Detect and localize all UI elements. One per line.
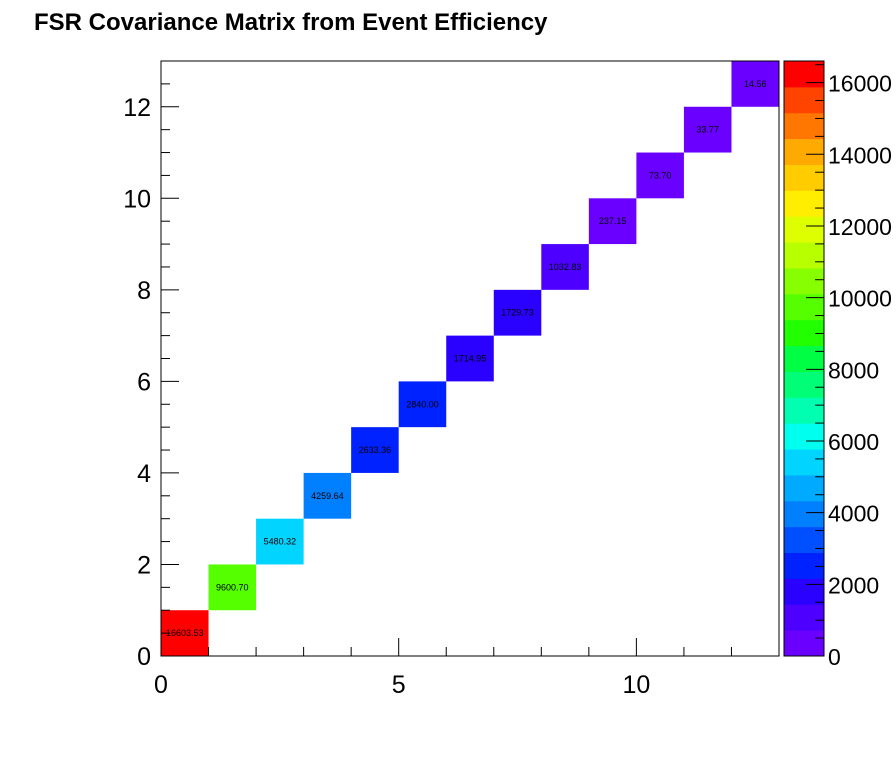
chart-title: FSR Covariance Matrix from Event Efficie… <box>34 9 548 36</box>
colorbar-segment <box>784 190 824 217</box>
colorbar-tick-label: 6000 <box>828 429 879 455</box>
x-tick-label: 5 <box>392 671 406 699</box>
cell-value-label: 16603.53 <box>166 628 204 638</box>
y-tick-label: 10 <box>123 185 151 213</box>
colorbar-segment <box>784 319 824 347</box>
y-tick-label: 8 <box>137 277 151 305</box>
cell-value-label: 1714.95 <box>454 354 487 364</box>
cell-value-label: 5480.32 <box>264 537 297 547</box>
colorbar-tick-label: 12000 <box>828 214 892 240</box>
cell-value-label: 237.15 <box>599 216 627 226</box>
colorbar-segment <box>784 552 824 579</box>
y-tick-label: 0 <box>137 643 151 671</box>
colorbar-segment <box>784 423 824 450</box>
heatmap-cell <box>351 427 399 473</box>
y-tick-label: 6 <box>137 368 151 396</box>
colorbar-segment <box>784 397 824 424</box>
y-tick-label: 12 <box>123 94 151 122</box>
colorbar-segment <box>784 164 824 191</box>
x-tick-label: 10 <box>622 671 650 699</box>
cell-value-label: 33.77 <box>696 125 719 135</box>
colorbar-tick-label: 14000 <box>828 142 892 168</box>
y-tick-label: 2 <box>137 551 151 579</box>
heatmap-cell <box>588 198 637 245</box>
cell-value-label: 73.70 <box>649 170 672 180</box>
heatmap-cell <box>493 289 542 336</box>
colorbar-tick-label: 0 <box>828 644 841 670</box>
colorbar-segment <box>784 604 824 631</box>
colorbar-segment <box>784 474 824 502</box>
colorbar-tick-label: 4000 <box>828 501 879 527</box>
colorbar-segment <box>784 371 824 398</box>
colorbar-tick-label: 2000 <box>828 572 879 598</box>
cell-value-label: 4259.64 <box>311 491 344 501</box>
cell-value-label: 2633.36 <box>359 445 392 455</box>
y-tick-label: 4 <box>137 460 151 488</box>
colorbar-segment <box>784 242 824 269</box>
cell-value-label: 1729.73 <box>501 308 534 318</box>
heatmap-cell <box>303 472 352 519</box>
heatmap-cell <box>683 106 732 153</box>
heatmap-cell <box>541 244 589 290</box>
colorbar-segment <box>784 138 824 165</box>
colorbar-tick-label: 10000 <box>828 286 892 312</box>
colorbar-segment <box>784 267 824 295</box>
cell-value-label: 2840.00 <box>406 399 439 409</box>
heatmap-cell <box>731 61 779 107</box>
colorbar-segment <box>784 449 824 476</box>
cell-value-label: 9600.70 <box>216 582 249 592</box>
heatmap-cell <box>636 152 684 199</box>
cell-value-label: 1032.83 <box>549 262 582 272</box>
colorbar-tick-label: 8000 <box>828 357 879 383</box>
colorbar-tick-label: 16000 <box>828 71 892 97</box>
colorbar-segment <box>784 500 824 528</box>
colorbar-segment <box>784 578 824 605</box>
colorbar-frame <box>783 60 825 657</box>
x-tick-label: 0 <box>154 671 168 699</box>
colorbar-segment <box>784 216 824 243</box>
heatmap-cell <box>256 518 304 565</box>
heatmap-cell <box>398 381 447 428</box>
colorbar-segment <box>784 345 824 372</box>
colorbar-segment <box>784 112 824 140</box>
cell-value-label: 14.56 <box>744 79 767 89</box>
colorbar-segment <box>784 630 824 657</box>
heatmap-cell <box>208 564 257 611</box>
heatmap-cell <box>446 335 494 382</box>
